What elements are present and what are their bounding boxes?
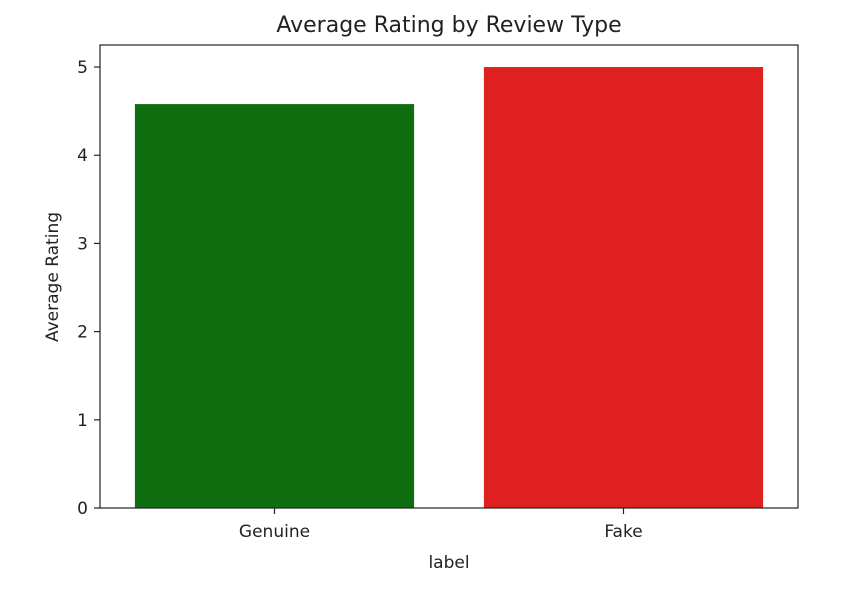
bar-genuine xyxy=(134,104,415,508)
y-tick-label: 5 xyxy=(77,58,88,78)
y-tick-label: 3 xyxy=(77,234,88,254)
y-tick-label: 0 xyxy=(77,499,88,519)
y-tick-label: 2 xyxy=(77,323,88,343)
x-tick-label: Genuine xyxy=(239,522,310,542)
bars-group xyxy=(134,67,764,509)
bar-fake xyxy=(483,67,764,509)
y-tick-label: 4 xyxy=(77,146,88,166)
plot-frame xyxy=(99,44,799,509)
y-axis-ticks: 0 1 2 3 4 5 xyxy=(77,58,100,519)
chart-title: Average Rating by Review Type xyxy=(276,13,621,38)
y-tick-label: 1 xyxy=(77,411,88,431)
x-tick-label: Fake xyxy=(604,522,642,542)
x-axis-ticks: Genuine Fake xyxy=(239,508,643,542)
y-axis-label: Average Rating xyxy=(43,212,63,342)
x-axis-label: label xyxy=(428,553,469,573)
